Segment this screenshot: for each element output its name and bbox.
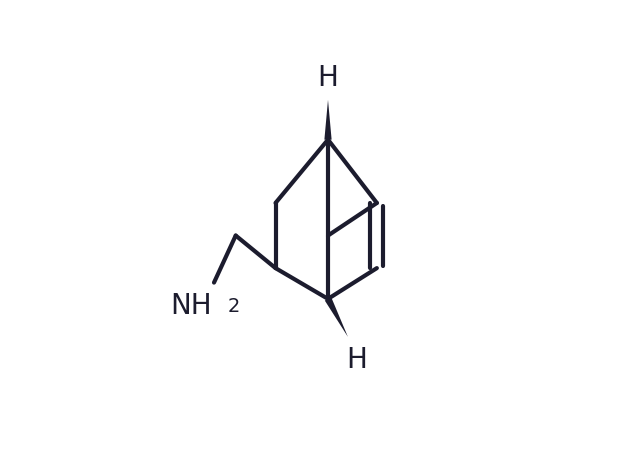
Polygon shape — [324, 100, 332, 140]
Text: NH: NH — [171, 291, 212, 320]
Text: H: H — [346, 346, 367, 374]
Text: H: H — [317, 64, 339, 92]
Text: 2: 2 — [228, 297, 240, 316]
Polygon shape — [324, 297, 348, 337]
